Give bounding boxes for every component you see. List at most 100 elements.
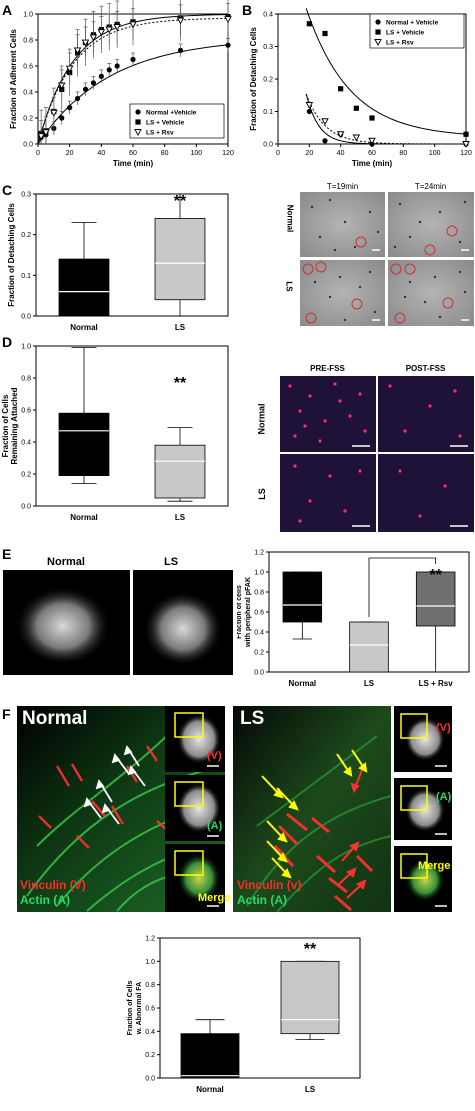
cell-dot	[388, 384, 392, 388]
y-axis-label-line2: w. Abnormal FA	[136, 982, 143, 1035]
legend-label: LS + Vehicle	[386, 30, 425, 37]
x-tick-label: 40	[337, 150, 345, 157]
data-point	[129, 21, 137, 29]
cell-dot	[393, 245, 397, 249]
significance-marker: **	[304, 941, 317, 958]
f-normal-title: Normal	[22, 708, 88, 729]
legend-box	[369, 13, 465, 49]
category-label: LS	[305, 1085, 316, 1094]
y-tick-label: 0.8	[254, 590, 264, 597]
legend-label: LS + Vehicle	[146, 120, 185, 127]
plot-frame	[35, 345, 229, 507]
box	[154, 218, 206, 301]
significance-marker: **	[174, 193, 187, 210]
micrograph-d: PRE-FSS POST-FSS Normal LS	[256, 364, 475, 534]
micrograph-c-grid	[300, 192, 474, 326]
cell-dot	[408, 280, 412, 284]
chart-b: 0 20 40 60 80 100 120 0.0 0.1 0.2 0.3 0.4 Time (min)…	[249, 8, 472, 168]
cell-dot	[328, 198, 332, 202]
row-label-normal: Normal	[285, 204, 295, 233]
category-label: LS	[175, 323, 186, 332]
legend-marker	[374, 39, 382, 46]
box	[58, 258, 110, 317]
data-point	[105, 26, 114, 34]
cell-dot	[403, 295, 407, 299]
y-tick-label: 0.2	[23, 116, 33, 123]
cell-dot	[303, 424, 307, 428]
data-point	[74, 95, 81, 102]
y-tick-label: 0.1	[263, 109, 273, 116]
legend-marker	[134, 129, 142, 136]
data-point	[321, 118, 329, 126]
micrograph-f	[17, 706, 452, 913]
y-tick-label: 0.0	[263, 142, 273, 149]
legend-label: Normal +Vehicle	[146, 110, 197, 117]
data-point	[463, 131, 469, 137]
x-tick-label: 80	[399, 150, 407, 157]
category-label: Normal	[289, 679, 317, 688]
cell-dot	[438, 210, 442, 214]
chart-d: 0.0 0.2 0.4 0.6 0.8 1.0 Fraction of Cells Remai…	[1, 344, 229, 522]
y-tick-label: 1.0	[145, 959, 155, 966]
col-label-pre: PRE-FSS	[310, 364, 345, 373]
legend-label: LS + Rsv	[146, 130, 174, 137]
data-point	[177, 47, 184, 54]
row-label-ls: LS	[256, 488, 267, 500]
cell-dot	[313, 280, 317, 284]
f-ls-actin: Actin (A)	[237, 893, 287, 907]
panel-a: A 0 20 40 60 80 100 120 0.0 0.2 0.4 0.6 0.8 1.0 Time …	[0, 0, 237, 172]
panel-f-letter: F	[2, 706, 11, 722]
data-point	[336, 131, 345, 139]
cell-dot	[293, 464, 297, 468]
cell-dot	[298, 519, 302, 523]
cell-dot	[343, 220, 347, 224]
chart-a: 0 20 40 60 80 100 120 0.0 0.2 0.4 0.6 0.8 1.0 Time (m…	[9, 0, 234, 168]
y-tick-label: 0.6	[254, 610, 264, 617]
y-tick-label: 0.8	[21, 376, 31, 383]
y-axis-label-line2: Remaining Attached	[10, 387, 19, 464]
data-point	[113, 24, 121, 31]
y-tick-label: 0.0	[254, 670, 264, 677]
panel-e-letter: E	[2, 546, 12, 562]
col-label-post: POST-FSS	[405, 364, 446, 373]
legend-box	[129, 103, 225, 139]
category-label: LS	[175, 513, 186, 522]
data-point	[98, 73, 104, 79]
micrograph-d-grid	[280, 376, 474, 532]
f-normal-merge-label: Merge	[198, 892, 231, 904]
data-point	[90, 80, 97, 86]
f-ls-v-label: (V)	[436, 722, 451, 734]
cell-dot	[323, 419, 327, 423]
box	[154, 444, 206, 499]
x-tick-label: 60	[368, 150, 376, 157]
x-tick-label: 0	[36, 150, 40, 157]
y-tick-label: 1.2	[254, 550, 264, 557]
data-point	[42, 129, 50, 137]
panel-a-letter: A	[2, 2, 13, 18]
y-tick-label: 0.4	[21, 440, 31, 447]
cell-dot	[453, 389, 457, 393]
y-tick-label: 1.2	[145, 936, 155, 943]
x-tick-label: 80	[161, 150, 169, 157]
legend-marker	[135, 109, 141, 115]
cell-dot	[358, 285, 362, 289]
panel-d-letter: D	[2, 334, 13, 350]
x-tick-label: 40	[97, 150, 105, 157]
x-axis-label: Time (min)	[352, 159, 393, 168]
cell-dot	[318, 439, 322, 443]
image-normal-pre	[280, 376, 376, 452]
category-label: Normal	[196, 1085, 224, 1094]
y-tick-label: 0.0	[21, 504, 31, 511]
y-tick-label: 0.6	[23, 64, 33, 71]
y-tick-label: 0.4	[263, 12, 273, 19]
box	[349, 621, 389, 673]
cell-dot	[458, 270, 462, 274]
panel-d: D 0.0 0.2 0.4 0.6 0.8 1.0 Fraction of Cells Rem…	[0, 334, 475, 534]
cell-dot	[463, 290, 467, 294]
cell-dot	[333, 382, 337, 386]
micrograph-c: T=19min T=24min Normal LS	[280, 182, 475, 327]
y-tick-label: 0.2	[21, 472, 31, 479]
y-tick-label: 0.8	[23, 38, 33, 45]
cell-dot	[328, 474, 332, 478]
f-normal-vinculin: Vinculin (V)	[20, 878, 86, 892]
